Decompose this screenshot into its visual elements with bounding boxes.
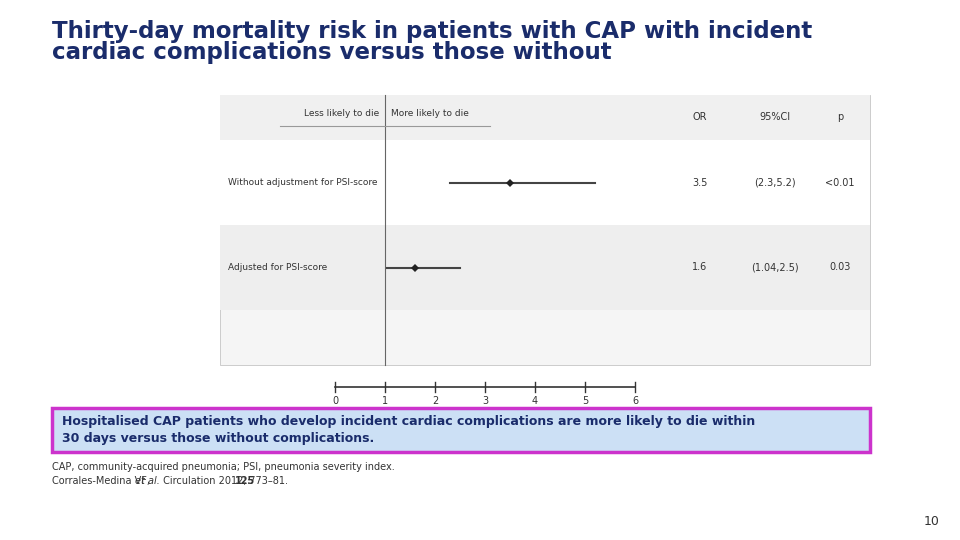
Bar bbox=[220, 95, 870, 365]
Text: Odds Ratios and 95% Confidence Intervals: Odds Ratios and 95% Confidence Intervals bbox=[389, 410, 582, 419]
Text: Circulation 2012;: Circulation 2012; bbox=[160, 476, 247, 486]
Bar bbox=[220, 225, 870, 310]
Bar bbox=[220, 95, 870, 140]
Text: Without adjustment for PSI-score: Without adjustment for PSI-score bbox=[228, 178, 377, 187]
Text: Less likely to die: Less likely to die bbox=[303, 109, 379, 118]
Text: Hospitalised CAP patients who develop incident cardiac complications are more li: Hospitalised CAP patients who develop in… bbox=[62, 415, 756, 428]
Text: (1.04,2.5): (1.04,2.5) bbox=[751, 262, 799, 273]
Text: 5: 5 bbox=[582, 396, 588, 406]
Text: et al.: et al. bbox=[135, 476, 160, 486]
Text: <0.01: <0.01 bbox=[826, 178, 854, 187]
Text: 4: 4 bbox=[532, 396, 538, 406]
Text: cardiac complications versus those without: cardiac complications versus those witho… bbox=[52, 41, 612, 64]
Text: 30 days versus those without complications.: 30 days versus those without complicatio… bbox=[62, 432, 374, 445]
Text: 2: 2 bbox=[432, 396, 438, 406]
Text: 10: 10 bbox=[924, 515, 940, 528]
Text: 3.5: 3.5 bbox=[692, 178, 708, 187]
Text: 3: 3 bbox=[482, 396, 488, 406]
Text: More likely to die: More likely to die bbox=[391, 109, 468, 118]
Text: Adjusted for PSI-score: Adjusted for PSI-score bbox=[228, 263, 327, 272]
Text: 1.6: 1.6 bbox=[692, 262, 708, 273]
Text: :773–81.: :773–81. bbox=[247, 476, 289, 486]
Text: 125: 125 bbox=[234, 476, 254, 486]
Bar bbox=[220, 140, 870, 225]
Text: OR: OR bbox=[693, 112, 708, 123]
Bar bbox=[52, 408, 870, 452]
Text: 95%CI: 95%CI bbox=[759, 112, 791, 123]
Text: 6: 6 bbox=[632, 396, 638, 406]
Text: Corrales-Medina VF,: Corrales-Medina VF, bbox=[52, 476, 154, 486]
Text: 0.03: 0.03 bbox=[829, 262, 851, 273]
Text: Thirty-day mortality risk in patients with CAP with incident: Thirty-day mortality risk in patients wi… bbox=[52, 20, 812, 43]
Text: 0: 0 bbox=[332, 396, 338, 406]
Text: 1: 1 bbox=[382, 396, 388, 406]
Text: (2.3,5.2): (2.3,5.2) bbox=[755, 178, 796, 187]
Text: p: p bbox=[837, 112, 843, 123]
Text: CAP, community-acquired pneumonia; PSI, pneumonia severity index.: CAP, community-acquired pneumonia; PSI, … bbox=[52, 462, 395, 472]
